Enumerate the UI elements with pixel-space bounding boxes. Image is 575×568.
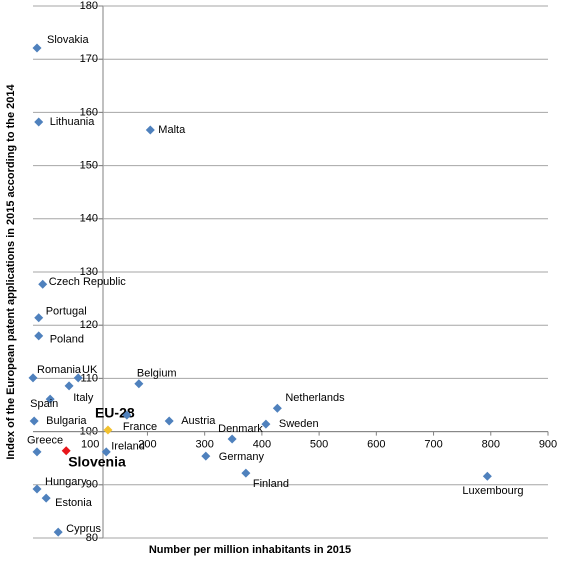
- point-label: Italy: [73, 392, 94, 404]
- y-tick-label: 150: [80, 160, 98, 172]
- x-tick-label: 700: [424, 439, 442, 451]
- y-tick-label: 90: [86, 479, 98, 491]
- point-label: Netherlands: [285, 392, 345, 404]
- point: [30, 416, 39, 425]
- x-axis-title: Number per million inhabitants in 2015: [149, 544, 351, 556]
- x-tick-label: 500: [310, 439, 328, 451]
- point-label: Belgium: [137, 368, 177, 380]
- point-label: UK: [82, 364, 98, 376]
- point: [42, 494, 51, 503]
- x-tick-label: 100: [81, 439, 99, 451]
- point: [54, 528, 63, 537]
- point: [65, 381, 74, 390]
- point: [34, 313, 43, 322]
- y-tick-label: 140: [80, 213, 98, 225]
- point-label: Portugal: [46, 306, 87, 318]
- point-label: Spain: [30, 398, 58, 410]
- point-label: Bulgaria: [46, 415, 87, 427]
- point-label: Hungary: [45, 476, 87, 488]
- point: [483, 472, 492, 481]
- point-label: Germany: [219, 451, 265, 463]
- point: [273, 404, 282, 413]
- point-label: Greece: [27, 435, 63, 447]
- point-label: Estonia: [55, 497, 93, 509]
- point: [38, 280, 47, 289]
- point: [134, 379, 143, 388]
- point-label: Sweden: [279, 418, 319, 430]
- point-label: Romania: [37, 364, 82, 376]
- point: [33, 447, 42, 456]
- point-label: Czech Republic: [49, 276, 127, 288]
- point: [146, 125, 155, 134]
- point: [228, 435, 237, 444]
- x-tick-label: 800: [482, 439, 500, 451]
- point-label: Luxembourg: [462, 485, 523, 497]
- chart: Index of the European patent application…: [0, 0, 575, 568]
- point: [33, 44, 42, 53]
- point-label: Ireland: [111, 441, 145, 453]
- y-tick-label: 170: [80, 53, 98, 65]
- point: [241, 469, 250, 478]
- point: [33, 485, 42, 494]
- point-label: Poland: [50, 334, 84, 346]
- point: [34, 331, 43, 340]
- x-tick-label: 900: [539, 439, 557, 451]
- point-label: Cyprus: [66, 523, 101, 535]
- point-label: Austria: [181, 415, 216, 427]
- point-label: Finland: [253, 478, 289, 490]
- x-tick-label: 300: [195, 439, 213, 451]
- point: [34, 117, 43, 126]
- y-tick-label: 180: [80, 0, 98, 12]
- point-label: Slovakia: [47, 34, 89, 46]
- y-tick-label: 120: [80, 319, 98, 331]
- point-label: Lithuania: [50, 116, 96, 128]
- point-label: Malta: [158, 124, 186, 136]
- x-tick-label: 600: [367, 439, 385, 451]
- point-label: France: [123, 421, 157, 433]
- x-tick-label: 400: [253, 439, 271, 451]
- point: [103, 426, 112, 435]
- point: [165, 416, 174, 425]
- y-axis-title: Index of the European patent application…: [5, 83, 17, 459]
- point: [201, 452, 210, 461]
- point-label: Denmark: [218, 423, 263, 435]
- point-label: Slovenia: [68, 453, 126, 469]
